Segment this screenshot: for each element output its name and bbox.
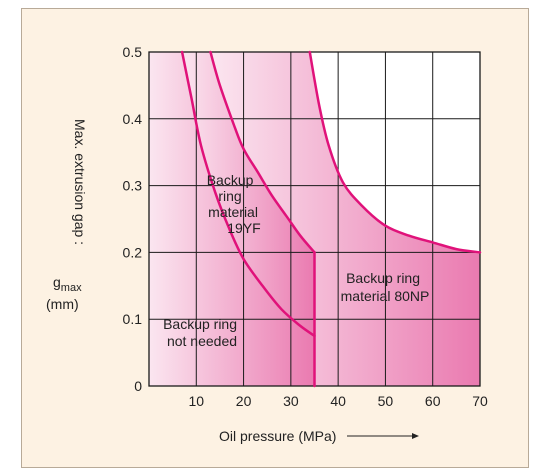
y-tick-label: 0.2 [123, 244, 143, 260]
curve-not-needed-boundary [180, 50, 316, 338]
x-tick-label: 50 [378, 393, 394, 409]
y-axis-symbol: gmax [53, 274, 82, 294]
y-axis-title: Max. extrusion gap : [72, 119, 88, 245]
x-axis-title: Oil pressure (MPa) [219, 428, 336, 444]
y-tick-label: 0.1 [123, 311, 143, 327]
region-label-80np: Backup ring material 80NP [341, 270, 430, 304]
x-tick-labels: 10 20 30 40 50 60 70 [188, 393, 488, 409]
region-19yf-fill [182, 52, 315, 336]
y-tick-label: 0 [134, 378, 142, 394]
x-tick-label: 30 [283, 393, 299, 409]
x-tick-label: 10 [188, 393, 204, 409]
y-tick-label: 0.4 [123, 111, 143, 127]
y-tick-label: 0.5 [123, 44, 143, 60]
curves [180, 50, 482, 388]
y-axis-unit: (mm) [46, 296, 79, 312]
x-tick-label: 20 [236, 393, 252, 409]
y-tick-labels: 0 0.1 0.2 0.3 0.4 0.5 [123, 44, 143, 394]
region-label-not-needed: Backup ring not needed [163, 316, 241, 349]
region-label-19yf: Backup ring material 19YF [207, 172, 262, 236]
x-tick-label: 40 [330, 393, 346, 409]
curve-80np-boundary [308, 50, 482, 254]
x-axis-arrowhead [412, 433, 419, 439]
region-not-needed-fill [149, 52, 315, 386]
x-tick-label: 60 [425, 393, 441, 409]
y-tick-label: 0.3 [123, 178, 143, 194]
chart: 10 20 30 40 50 60 70 0 0.1 0.2 0.3 0.4 0.5 Backup r… [46, 44, 488, 444]
region-80np-fill [210, 52, 480, 386]
x-tick-label: 70 [472, 393, 488, 409]
chart-frame: 10 20 30 40 50 60 70 0 0.1 0.2 0.3 0.4 0.5 Backup r… [21, 8, 529, 468]
curve-19yf-boundary [209, 50, 316, 254]
